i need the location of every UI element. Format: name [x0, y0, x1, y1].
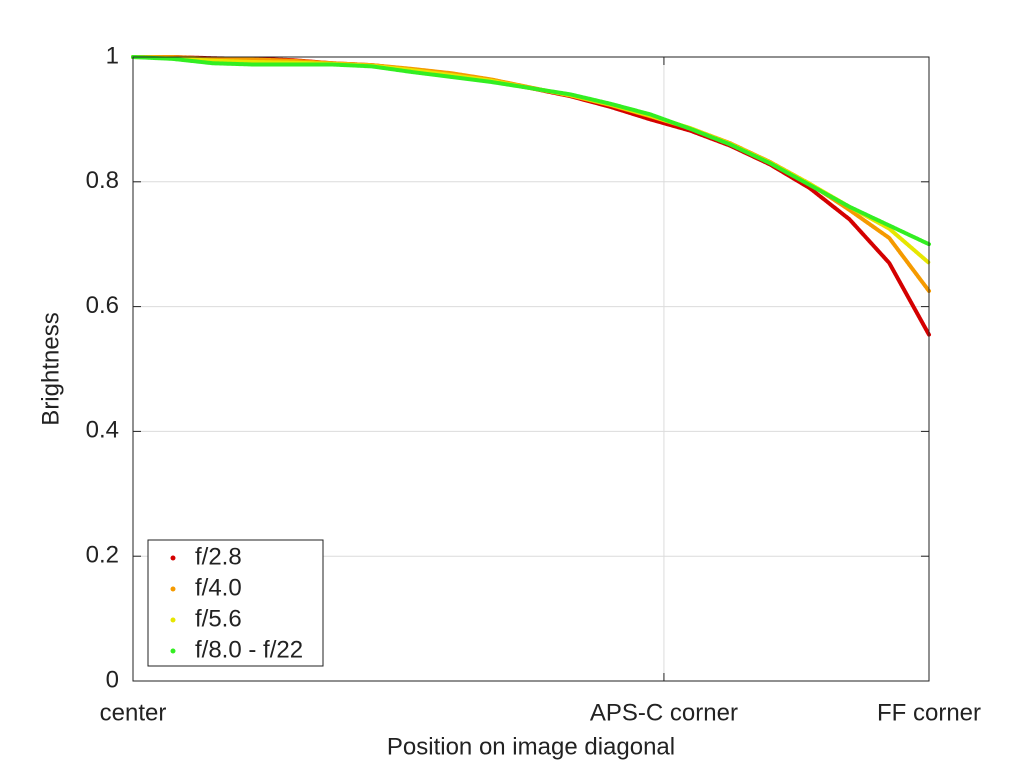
legend-marker [170, 555, 176, 561]
legend: f/2.8 f/4.0 f/5.6 f/8.0 - f/22 [147, 539, 324, 667]
legend-label: f/5.6 [195, 605, 242, 632]
x-axis-label: Position on image diagonal [387, 733, 675, 760]
legend-marker [170, 586, 176, 592]
legend-marker [170, 617, 176, 623]
legend-label: f/2.8 [195, 543, 242, 570]
data-layer [131, 55, 931, 337]
plot-frame [132, 56, 930, 682]
y-tick-label: 0 [106, 666, 119, 693]
y-axis-label: Brightness [37, 312, 64, 425]
series-line [131, 55, 931, 247]
y-tick-label: 0.4 [86, 417, 119, 444]
legend-marker [170, 648, 176, 654]
y-tick-label: 0.6 [86, 292, 119, 319]
x-tick-label: FF corner [877, 699, 981, 726]
legend-label: f/4.0 [195, 574, 242, 601]
y-tick-label: 1 [106, 42, 119, 69]
y-tick-label: 0.8 [86, 167, 119, 194]
legend-label: f/8.0 - f/22 [195, 636, 303, 663]
x-tick-label: APS-C corner [590, 699, 738, 726]
legend-box [147, 539, 324, 667]
x-tick-label: center [100, 699, 167, 726]
y-tick-label: 0.2 [86, 542, 119, 569]
